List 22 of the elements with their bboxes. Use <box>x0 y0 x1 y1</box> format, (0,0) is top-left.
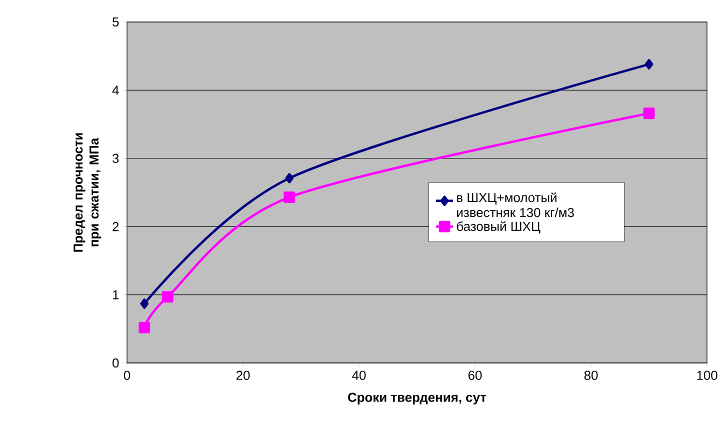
point <box>140 298 149 309</box>
legend-label: базовый ШХЦ <box>456 221 540 234</box>
y-tick-label: 5 <box>112 17 119 27</box>
x-tick-label: 60 <box>468 370 482 380</box>
y-axis-title: Предел прочности при сжатии, МПа <box>74 133 102 252</box>
x-tick-label: 40 <box>352 370 366 380</box>
point <box>162 291 174 303</box>
x-tick-label: 0 <box>124 370 130 380</box>
y-tick-label: 3 <box>112 154 119 163</box>
point <box>285 172 294 184</box>
point <box>284 192 296 203</box>
x-tick-label: 20 <box>236 370 250 380</box>
point <box>138 322 150 334</box>
y-tick-label: 4 <box>112 86 119 95</box>
x-tick-label: 100 <box>697 370 718 380</box>
x-axis-title: Сроки твердения, сут <box>348 392 486 404</box>
x-tick-label: 80 <box>584 370 598 380</box>
point <box>643 108 655 120</box>
y-tick-label: 0 <box>112 358 119 368</box>
y-tick-label: 1 <box>113 290 119 300</box>
point <box>644 59 654 70</box>
y-tick-label: 2 <box>112 222 119 232</box>
